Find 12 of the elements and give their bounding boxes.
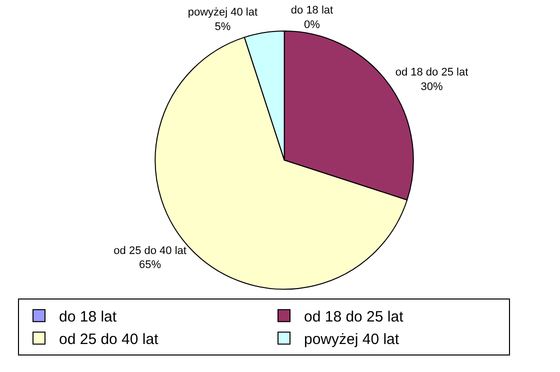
category-label: do 18 lat — [290, 4, 334, 17]
data-label: 30% — [420, 80, 443, 93]
legend-label: od 18 do 25 lat — [304, 308, 404, 326]
legend-label: od 25 do 40 lat — [59, 330, 160, 348]
slice-label: powyżej 40 lat — [188, 6, 258, 19]
legend-label: do 18 lat — [59, 308, 118, 326]
data-label: 65% — [139, 259, 162, 272]
data-label: 5% — [214, 20, 231, 33]
text: 0% — [304, 19, 320, 31]
legend-label: powyżej 40 lat — [304, 330, 400, 348]
slice-label: od 18 do 25 lat — [395, 66, 468, 79]
slice-label: od 25 do 40 lat — [114, 244, 186, 257]
